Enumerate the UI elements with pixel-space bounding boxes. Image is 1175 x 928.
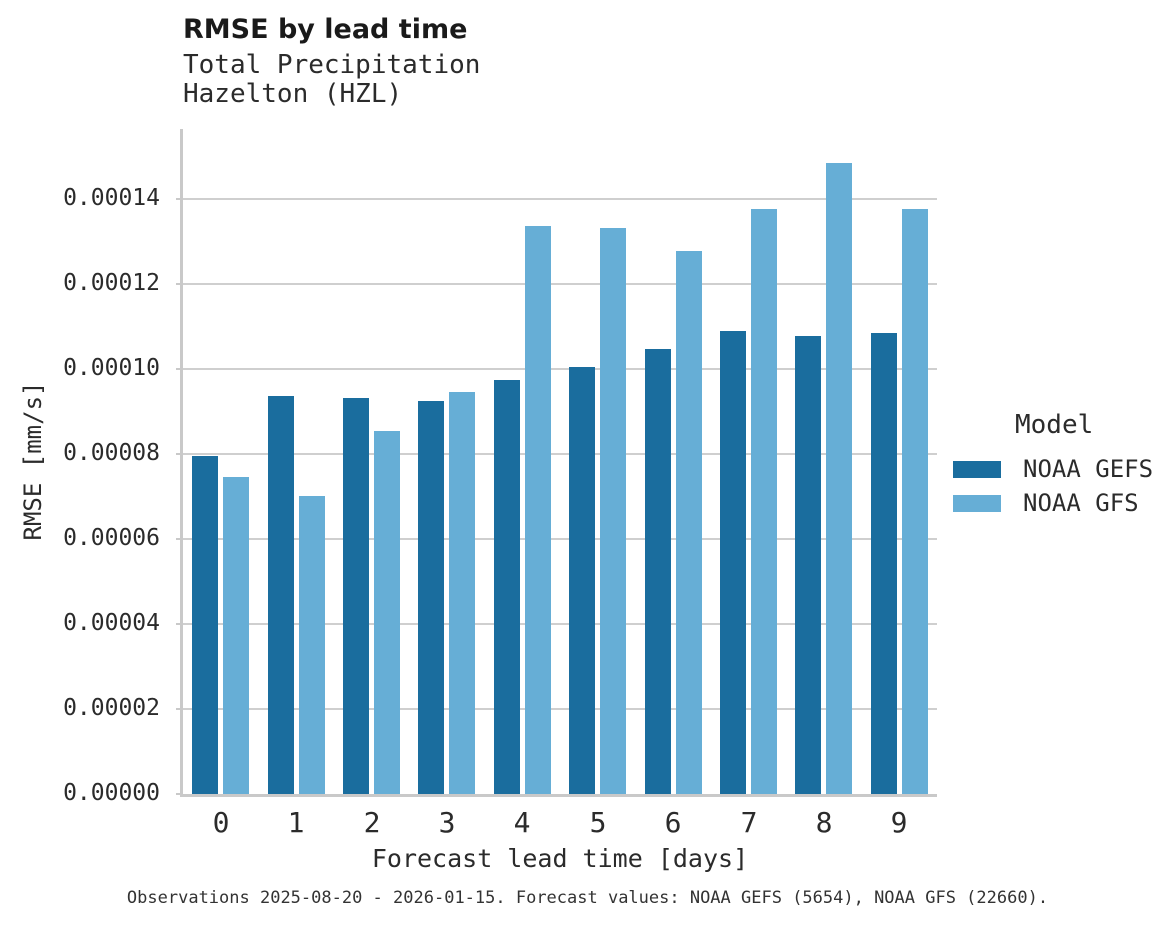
y-axis-tick	[176, 623, 183, 625]
x-axis-tick-label: 7	[740, 806, 758, 839]
bar-noaa-gefs-day-6	[645, 349, 671, 794]
y-axis-tick-label: 0.00012	[63, 270, 160, 296]
gridline	[183, 283, 937, 285]
legend-swatch-noaa-gfs	[953, 494, 1001, 512]
bar-noaa-gfs-day-9	[902, 209, 928, 794]
bar-noaa-gefs-day-1	[268, 396, 294, 794]
legend: Model NOAA GEFS NOAA GFS	[953, 410, 1153, 520]
bar-noaa-gfs-day-2	[374, 431, 400, 794]
x-axis-line	[180, 794, 937, 797]
y-axis-tick	[176, 368, 183, 370]
gridline	[183, 623, 937, 625]
y-axis-line	[180, 129, 183, 797]
y-axis-tick-label: 0.00014	[63, 185, 160, 211]
x-axis-tick-label: 2	[363, 806, 381, 839]
bar-noaa-gefs-day-5	[569, 367, 595, 794]
gridline	[183, 453, 937, 455]
bar-noaa-gfs-day-6	[676, 251, 702, 794]
y-axis-tick-label: 0.00002	[63, 695, 160, 721]
legend-item: NOAA GEFS	[953, 452, 1153, 486]
x-axis-title: Forecast lead time [days]	[371, 844, 749, 873]
x-axis-tick-label: 5	[589, 806, 607, 839]
bar-noaa-gfs-day-1	[299, 496, 325, 794]
bar-noaa-gefs-day-9	[871, 333, 897, 794]
legend-title: Model	[1015, 410, 1094, 440]
bar-noaa-gefs-day-4	[494, 380, 520, 794]
chart-subtitle-station: Hazelton (HZL)	[183, 79, 403, 109]
legend-item: NOAA GFS	[953, 486, 1153, 520]
y-axis-tick	[176, 198, 183, 200]
legend-items: NOAA GEFS NOAA GFS	[953, 452, 1153, 520]
bar-noaa-gefs-day-8	[795, 336, 821, 794]
y-axis-tick	[176, 793, 183, 795]
x-axis-tick-label: 6	[664, 806, 682, 839]
bar-noaa-gefs-day-7	[720, 331, 746, 794]
bar-noaa-gfs-day-4	[525, 226, 551, 794]
x-axis-tick-label: 1	[287, 806, 305, 839]
x-axis-tick-label: 4	[513, 806, 531, 839]
x-axis-tick-label: 9	[890, 806, 908, 839]
y-axis-tick-label: 0.00008	[63, 440, 160, 466]
bar-noaa-gfs-day-5	[600, 228, 626, 794]
bar-noaa-gefs-day-0	[192, 456, 218, 794]
chart-title: RMSE by lead time	[183, 14, 468, 45]
gridline	[183, 368, 937, 370]
x-axis-tick-label: 0	[212, 806, 230, 839]
y-axis-tick	[176, 283, 183, 285]
gridline	[183, 198, 937, 200]
y-axis-tick	[176, 453, 183, 455]
y-axis-tick	[176, 708, 183, 710]
bar-noaa-gfs-day-0	[223, 477, 249, 794]
bar-noaa-gefs-day-3	[418, 401, 444, 794]
x-axis-tick-label: 8	[815, 806, 833, 839]
legend-swatch-noaa-gefs	[953, 460, 1001, 478]
y-axis-tick-label: 0.00000	[63, 780, 160, 806]
y-axis-tick-label: 0.00010	[63, 355, 160, 381]
y-axis-tick-label: 0.00004	[63, 610, 160, 636]
x-axis-tick-label: 3	[438, 806, 456, 839]
bar-noaa-gefs-day-2	[343, 398, 369, 794]
chart-subtitle-variable: Total Precipitation	[183, 50, 481, 80]
bar-noaa-gfs-day-7	[751, 209, 777, 794]
y-axis-tick	[176, 538, 183, 540]
gridline	[183, 708, 937, 710]
legend-item-label: NOAA GEFS	[1023, 455, 1154, 483]
footer-note: Observations 2025-08-20 - 2026-01-15. Fo…	[126, 888, 1049, 908]
y-axis-tick-label: 0.00006	[63, 525, 160, 551]
bar-noaa-gfs-day-3	[449, 392, 475, 794]
bar-noaa-gfs-day-8	[826, 163, 852, 794]
gridline	[183, 538, 937, 540]
legend-item-label: NOAA GFS	[1023, 489, 1139, 517]
